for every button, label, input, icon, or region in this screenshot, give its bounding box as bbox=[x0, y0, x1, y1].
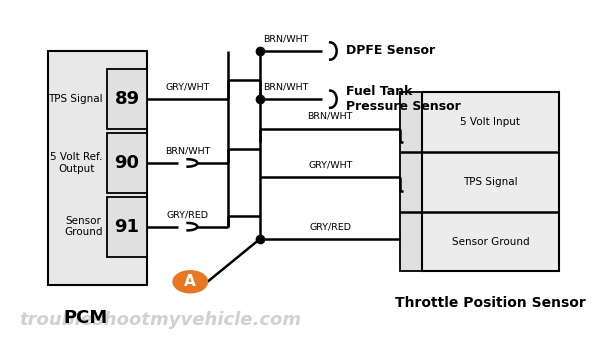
Text: TPS Signal: TPS Signal bbox=[48, 94, 103, 104]
Text: 5 Volt Input: 5 Volt Input bbox=[460, 117, 520, 127]
Text: 5 Volt Ref.
Output: 5 Volt Ref. Output bbox=[50, 152, 103, 174]
Text: GRY/RED: GRY/RED bbox=[309, 222, 351, 231]
Text: Sensor Ground: Sensor Ground bbox=[452, 237, 529, 247]
Bar bbox=[107, 133, 147, 193]
Text: Fuel Tank
Pressure Sensor: Fuel Tank Pressure Sensor bbox=[346, 85, 461, 113]
Text: 89: 89 bbox=[115, 90, 140, 108]
Text: Throttle Position Sensor: Throttle Position Sensor bbox=[395, 295, 586, 309]
Bar bbox=[400, 92, 422, 272]
Bar bbox=[107, 69, 147, 130]
Text: PCM: PCM bbox=[64, 309, 107, 327]
Text: A: A bbox=[184, 274, 196, 289]
Text: BRN/WHT: BRN/WHT bbox=[263, 83, 308, 92]
Bar bbox=[422, 92, 559, 272]
Text: troubleshootmyvehicle.com: troubleshootmyvehicle.com bbox=[20, 311, 302, 329]
Text: TPS Signal: TPS Signal bbox=[463, 177, 518, 187]
Text: 90: 90 bbox=[115, 154, 140, 172]
Circle shape bbox=[173, 271, 208, 293]
Text: BRN/WHT: BRN/WHT bbox=[308, 112, 353, 121]
Text: BRN/WHT: BRN/WHT bbox=[165, 146, 210, 155]
Text: GRY/WHT: GRY/WHT bbox=[308, 160, 352, 169]
Text: DPFE Sensor: DPFE Sensor bbox=[346, 44, 436, 57]
Text: GRY/RED: GRY/RED bbox=[167, 210, 209, 219]
Text: BRN/WHT: BRN/WHT bbox=[263, 34, 308, 43]
Bar bbox=[107, 197, 147, 257]
Text: GRY/WHT: GRY/WHT bbox=[166, 83, 210, 92]
Bar bbox=[47, 51, 147, 285]
Text: Sensor
Ground: Sensor Ground bbox=[64, 216, 103, 237]
Text: 91: 91 bbox=[115, 218, 140, 236]
